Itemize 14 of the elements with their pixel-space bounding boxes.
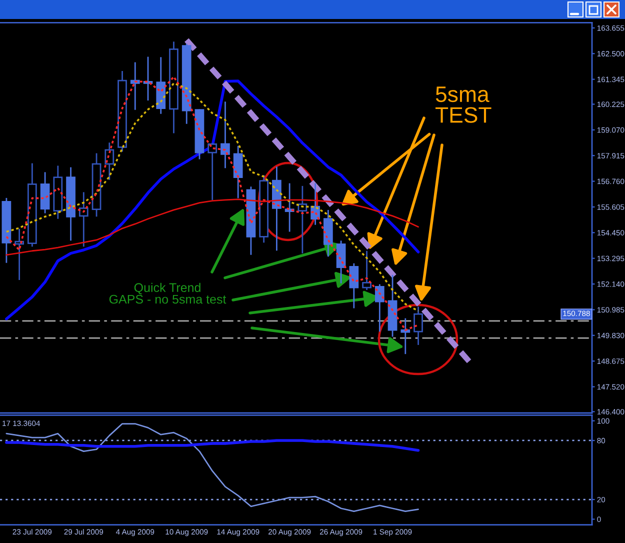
line-series xyxy=(5,439,420,452)
annotation: 5sma TEST xyxy=(436,86,492,123)
candlestick xyxy=(336,240,346,284)
candlestick xyxy=(220,100,230,169)
candlestick xyxy=(208,142,218,201)
candlestick xyxy=(104,142,114,181)
candlestick xyxy=(233,145,243,199)
annotation: Quick Trend GAPS - no 5sma test xyxy=(109,282,226,304)
candlestick xyxy=(362,250,372,291)
candlestick xyxy=(349,262,359,309)
candlestick xyxy=(374,284,384,332)
candlestick xyxy=(78,191,88,248)
candlestick xyxy=(414,306,423,346)
candlestick xyxy=(130,62,140,111)
